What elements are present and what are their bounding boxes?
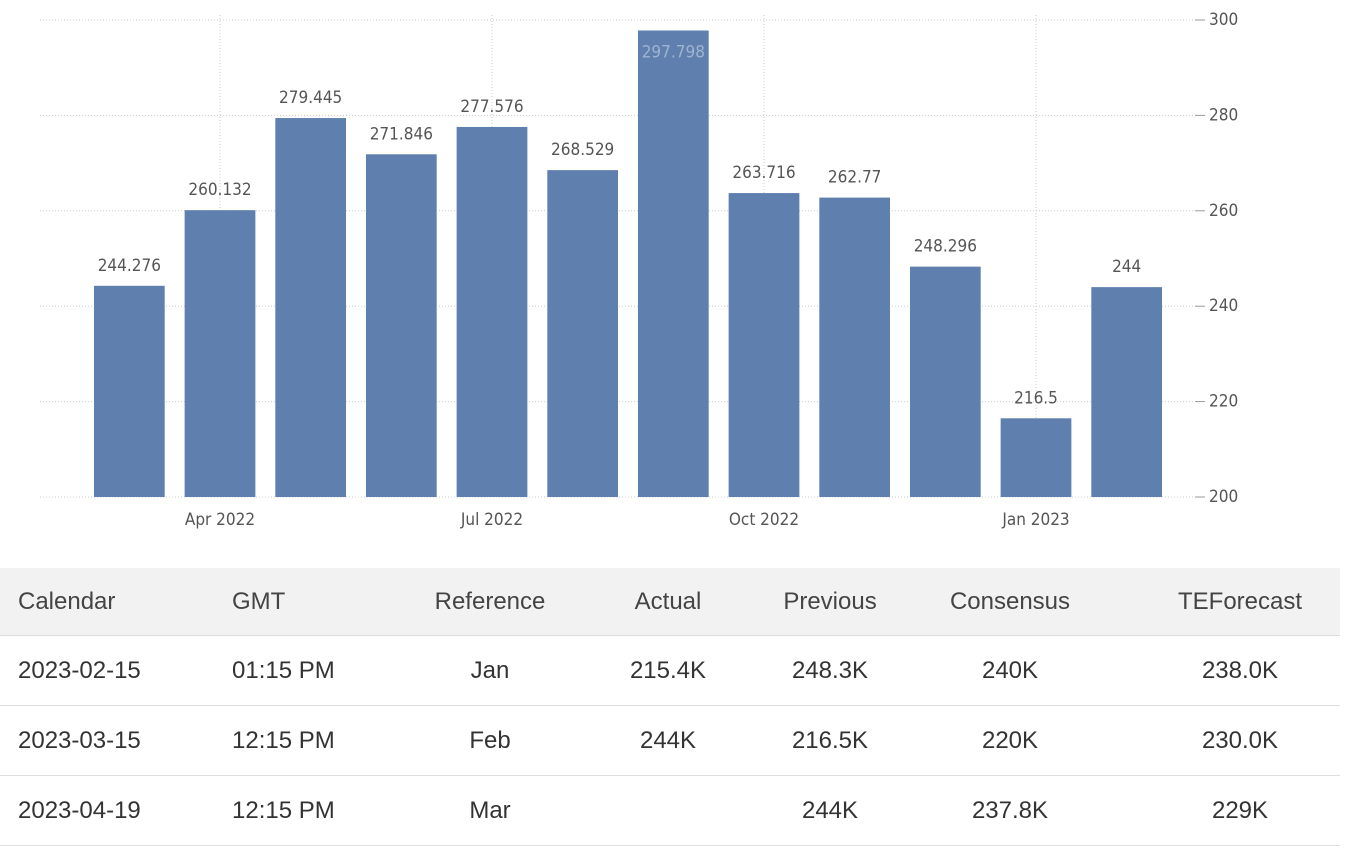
value-label: 262.77 [828,168,882,188]
y-tick-label: 280 [1209,105,1238,125]
table-cell: 216.5K [791,726,869,754]
bar [909,266,981,497]
bar [365,154,437,497]
table-row: 2023-02-15 01:15 PM Jan 215.4K 248.3K 240K 238… [0,636,1340,706]
table-cell: 2023-02-15 [18,656,141,684]
value-label: 260.132 [188,180,251,200]
header-cell: Calendar [18,587,116,615]
bar [93,285,165,497]
bar [456,126,528,498]
table-cell: 12:15 PM [232,796,335,824]
value-label: 263.716 [732,163,795,183]
table-cell: 229K [1211,796,1269,824]
header-cell: GMT [232,587,286,615]
y-tick-label: 260 [1209,201,1238,221]
bar [547,170,619,497]
value-label: 248.296 [914,237,977,257]
x-tick-label: Apr 2022 [185,510,255,530]
table-cell: 238.0K [1201,656,1279,684]
chart: 200 220 240 260 280 300 Apr 2022 Jul 2022 Oct 20… [40,10,1238,530]
table-cell: 215.4K [629,656,707,684]
x-tick-label: Oct 2022 [729,510,799,530]
table-cell: 01:15 PM [232,656,335,684]
table-cell: 237.8K [971,796,1049,824]
y-tick-label: 220 [1209,392,1238,412]
header-cell: TEForecast [1177,587,1303,615]
table-cell: 12:15 PM [232,726,335,754]
table-header: Calendar GMT Reference Actual Previous Consen… [0,568,1340,636]
value-label: 244 [1112,257,1141,277]
y-tick-label: 200 [1209,487,1238,507]
table-cell: 2023-04-19 [18,796,141,824]
header-cell: Previous [783,587,877,615]
table-cell: 248.3K [791,656,869,684]
bar [819,197,891,497]
bar [637,30,709,497]
y-tick-label: 300 [1209,10,1238,30]
value-label: 277.576 [460,97,523,117]
table-row: 2023-04-19 12:15 PM Mar 244K 237.8K 229K [0,776,1340,846]
value-label: 271.846 [370,124,433,144]
table-cell: Feb [469,726,511,754]
table-cell: 244K [801,796,859,824]
table-cell: Mar [469,796,511,824]
x-tick-label: Jul 2022 [460,510,523,530]
bar [728,193,800,497]
header-cell: Reference [434,587,546,615]
x-tick-label: Jan 2023 [1001,510,1069,530]
bar [275,118,347,497]
table-cell: 230.0K [1201,726,1279,754]
value-label: 216.5 [1014,388,1058,408]
y-tick-label: 240 [1209,296,1238,316]
table-cell: Jan [470,656,510,684]
header-cell: Consensus [949,587,1071,615]
value-label: 297.798 [642,43,705,63]
value-label: 279.445 [279,88,342,108]
value-label: 244.276 [98,256,161,276]
table-cell: 244K [639,726,697,754]
table-cell: 240K [981,656,1039,684]
bar [1091,287,1163,497]
table-row: 2023-03-15 12:15 PM Feb 244K 216.5K 220K 230.0… [0,706,1340,776]
bar [184,210,256,498]
table-cell: 2023-03-15 [18,726,141,754]
table-cell: 220K [981,726,1039,754]
value-label: 268.529 [551,140,614,160]
bar [1000,418,1072,497]
header-cell: Actual [634,587,702,615]
